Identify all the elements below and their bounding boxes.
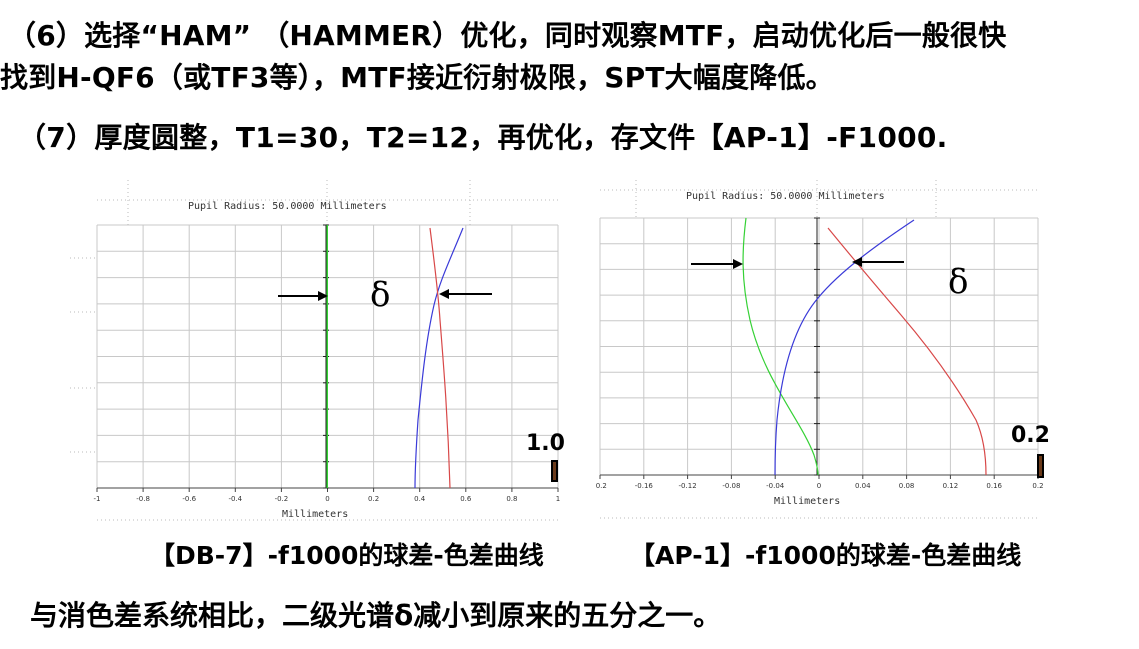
tick-label: -0.2 bbox=[275, 495, 289, 503]
right-plot-title: Pupil Radius: 50.0000 Millimeters bbox=[686, 191, 885, 202]
left-plot-title: Pupil Radius: 50.0000 Millimeters bbox=[188, 201, 387, 212]
step7-line: （7）厚度圆整，T1=30，T2=12，再优化，存文件【AP-1】-F1000. bbox=[18, 121, 948, 154]
tick-label: 0.12 bbox=[943, 482, 959, 490]
left-delta-label: δ bbox=[370, 275, 390, 315]
right-tick-labels: -0.2 -0.16 -0.12 -0.08 -0.04 0 0.04 0.08 0.12 0.1… bbox=[596, 482, 1044, 490]
right-grid bbox=[599, 180, 1039, 519]
step6-line2: 找到H-QF6（或TF3等），MTF接近衍射极限，SPT大幅度降低。 bbox=[0, 61, 834, 94]
tick-label: -0.12 bbox=[679, 482, 697, 490]
right-delta-label: δ bbox=[948, 262, 968, 302]
right-x-axis-label: Millimeters bbox=[774, 496, 840, 507]
left-tick-labels: -1 -0.8 -0.6 -0.4 -0.2 0 0.2 0.4 0.6 0.8 1 bbox=[94, 495, 561, 503]
tick-label: 0.16 bbox=[986, 482, 1002, 490]
tick-label: 0 bbox=[325, 495, 329, 503]
right-blue-curve bbox=[774, 219, 915, 476]
tick-label: -0.8 bbox=[136, 495, 150, 503]
left-blue-curve bbox=[414, 227, 464, 489]
right-aberration-plot: Pupil Radius: 50.0000 Millimeters -0.2-0… bbox=[596, 180, 1050, 519]
right-arrow-left bbox=[852, 257, 904, 267]
tick-label: -0.4 bbox=[228, 495, 242, 503]
tick-label: 0.6 bbox=[460, 495, 472, 503]
tick-label: 1 bbox=[556, 495, 560, 503]
tick-label: 0.2 bbox=[368, 495, 379, 503]
tick-label: 0.2 bbox=[1032, 482, 1043, 490]
left-scale-label: 1.0 bbox=[526, 431, 565, 456]
conclusion-text: 与消色差系统相比，二级光谱δ减小到原来的五分之一。 bbox=[30, 599, 722, 632]
tick-label: -0.2 bbox=[596, 482, 607, 490]
left-arrow-right bbox=[278, 291, 328, 301]
tick-label: 0.8 bbox=[506, 495, 517, 503]
tick-label: -1 bbox=[94, 495, 101, 503]
left-red-curve bbox=[429, 227, 451, 489]
right-scale-label: 0.2 bbox=[1011, 423, 1050, 448]
left-arrow-left bbox=[439, 289, 492, 299]
tick-label: -0.08 bbox=[722, 482, 740, 490]
right-green-curve bbox=[742, 217, 819, 476]
right-arrow-right bbox=[691, 259, 743, 269]
left-grid bbox=[70, 180, 559, 521]
tick-label: -0.16 bbox=[635, 482, 654, 490]
tick-label: -0.04 bbox=[766, 482, 785, 490]
caption-right: 【AP-1】-f1000的球差-色差曲线 bbox=[630, 541, 1022, 570]
tick-label: 0.4 bbox=[414, 495, 426, 503]
left-aberration-plot: Pupil Radius: 50.0000 Millimeters -1 -0.8… bbox=[70, 180, 565, 521]
caption-left: 【DB-7】-f1000的球差-色差曲线 bbox=[150, 541, 544, 570]
tick-label: -0.6 bbox=[182, 495, 196, 503]
tick-label: 0.04 bbox=[855, 482, 871, 490]
tick-label: 0.08 bbox=[899, 482, 915, 490]
step6-line1: （6）选择“HAM” （HAMMER）优化，同时观察MTF，启动优化后一般很快 bbox=[8, 19, 1007, 52]
left-x-axis-label: Millimeters bbox=[282, 509, 348, 520]
tick-label: 0 bbox=[817, 482, 821, 490]
